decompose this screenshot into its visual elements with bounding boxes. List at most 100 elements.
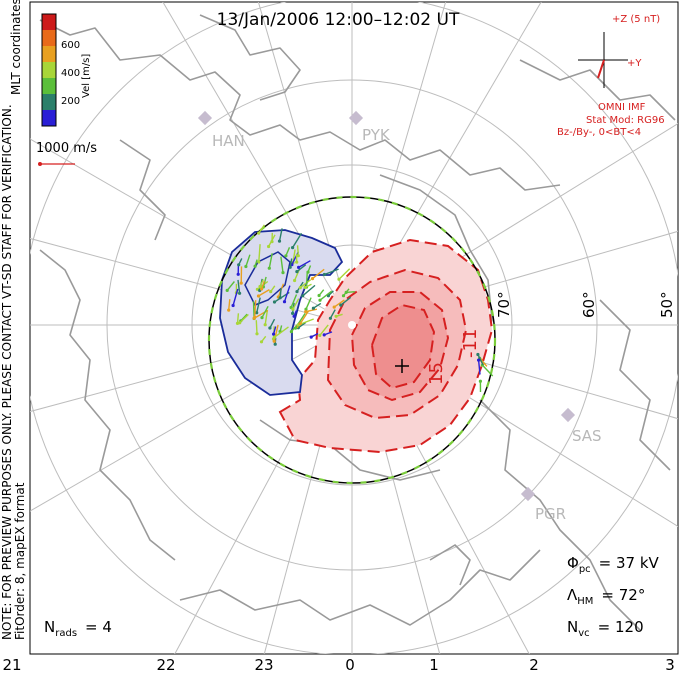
svg-text:PGR: PGR [535,505,566,523]
velocity-vector [340,296,352,306]
velocity-vector [261,305,269,318]
magnetic-pole [348,321,356,329]
colorbar-block [42,94,56,110]
coastlines [39,14,676,631]
map-title: 13/Jan/2006 12:00–12:02 UT [217,10,460,30]
velocity-vector [254,259,258,267]
velocity-vector [304,283,312,289]
velocity-vector [302,284,316,297]
velocity-vector [346,291,355,294]
velocity-vector [338,268,351,280]
velocity-vector [260,335,267,343]
velocity-vector [258,244,261,263]
colorbar-block [42,14,56,30]
velocity-vector [272,326,277,335]
velocity-vector [319,290,333,301]
velocity-vector [292,232,303,248]
svg-text:21: 21 [2,656,21,674]
velocity-vector [236,313,240,324]
vector-origin [236,272,240,276]
svg-text:Φpc= 37 kV: Φpc = 37 kV [567,554,660,575]
velocity-vector [333,299,345,308]
velocity-vector [313,302,322,309]
svg-text:600: 600 [61,40,80,51]
svg-text:+Z (5 nT): +Z (5 nT) [612,14,660,25]
svg-text:70°: 70° [495,291,513,318]
colorbar-block [42,46,56,62]
velocity-vector [327,290,334,297]
coords-label: MLT coordinates [9,0,23,95]
svg-text:1000 m/s: 1000 m/s [36,141,97,156]
svg-text:ΛHM= 72°: ΛHM = 72° [567,586,645,607]
velocity-vector [285,247,291,257]
svg-text:Nrads= 4: Nrads = 4 [44,618,112,639]
svg-text:2: 2 [529,656,539,674]
negative-cell-fill [219,229,344,396]
latitude-labels: 70° 60° 50° [495,291,676,318]
velocity-vector [292,298,300,310]
svg-text:Bz-/By-, 0<BT<4: Bz-/By-, 0<BT<4 [557,127,641,138]
velocity-vector [307,265,312,273]
svg-text:OMNI IMF: OMNI IMF [598,102,646,113]
velocity-vector [293,310,297,317]
velocity-vector [274,326,289,338]
velocity-colorbar: 600 400 200 Vel [m/s] [41,13,92,127]
svg-text:50°: 50° [658,291,676,318]
svg-text:3: 3 [665,656,675,674]
velocity-vector [254,300,257,318]
svg-text:Nvc= 120: Nvc = 120 [567,618,644,639]
velocity-vector [226,281,235,291]
svg-text:0: 0 [345,656,355,674]
velocity-vector [312,268,325,280]
svg-text:23: 23 [254,656,273,674]
svg-text:60°: 60° [580,291,598,318]
velocity-vector [255,320,258,334]
velocity-vectors [225,224,494,393]
station-pyk: PYK [348,110,391,144]
velocity-vector [293,269,300,281]
velocity-vector [298,260,311,269]
velocity-vector [258,224,265,234]
velocity-vector [289,258,293,268]
colorbar-block [42,30,56,46]
velocity-vector [296,264,307,273]
velocity-vector [480,359,488,367]
imf-clock: +Z (5 nT) +Y OMNI IMF Stat Mod: RG96 Bz-… [557,14,665,138]
colorbar-frame [41,13,57,127]
velocity-vector [324,268,339,276]
colorbar-block [42,62,56,78]
negative-potential-cell [219,229,344,396]
vector-origin [227,308,231,312]
contour-label-pos: 15 [426,362,447,385]
velocity-vector [238,258,243,266]
reference-vector: 1000 m/s [36,141,97,166]
svg-text:400: 400 [61,68,80,79]
velocity-vector [297,321,307,329]
positive-potential-cell: 15 -11 [278,238,494,454]
velocity-vector [252,301,255,319]
svg-text:Stat Mod: RG96: Stat Mod: RG96 [586,115,665,126]
velocity-vector [481,364,494,377]
velocity-vector [240,313,248,322]
velocity-vector [232,288,239,306]
velocity-vector [264,309,269,325]
velocity-vector [305,297,312,310]
velocity-vector [258,288,270,297]
svg-text:200: 200 [61,96,80,107]
svg-text:PYK: PYK [362,126,391,144]
velocity-vector [283,285,291,302]
velocity-vector [290,294,298,308]
velocity-vector [267,234,276,247]
velocity-vector [256,297,261,313]
negative-cell-contour-inner [244,251,291,306]
velocity-vector [318,289,325,296]
mlt-axis: 21 22 23 0 1 2 3 [2,656,674,674]
positive-cell-contour-4 [370,303,436,390]
velocity-vector [239,313,249,324]
velocity-vector [280,256,284,273]
vector-origin [239,281,243,285]
svg-text:1: 1 [429,656,439,674]
svg-text:22: 22 [156,656,175,674]
velocity-vector [319,324,329,336]
